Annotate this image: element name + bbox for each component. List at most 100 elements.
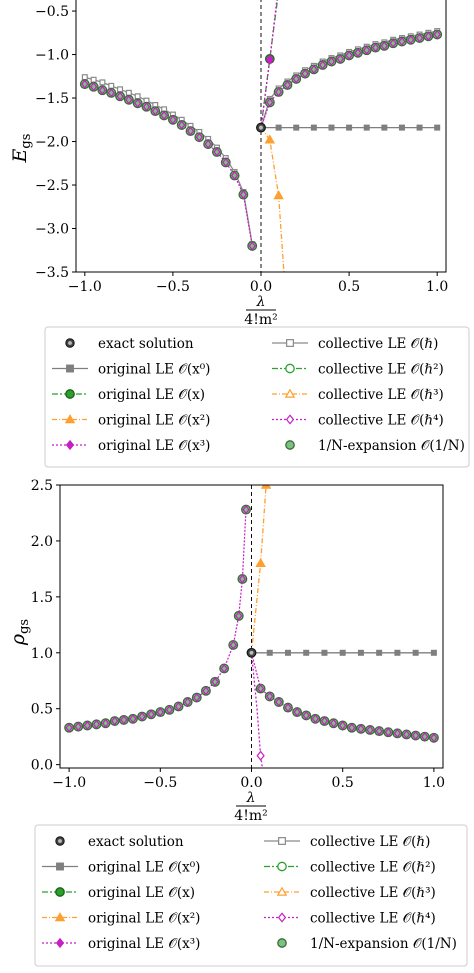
energy-ylabel-sub: gs [19, 134, 34, 149]
p1-coll4-pos-point-11 [354, 48, 362, 58]
p1-orig2-point-0 [264, 134, 276, 144]
legend-bottom-orig3-label: original LE 𝒪(x³) [88, 936, 200, 952]
p1-orig0-point-7 [398, 124, 405, 131]
p2-coll4-neg-point-19 [235, 611, 243, 621]
p2-orig0-point-0 [266, 649, 273, 656]
p2-orig0-point-9 [430, 649, 437, 656]
legend-top-orig3-marker [65, 439, 75, 451]
p2-coll4-neg-point-3 [92, 719, 101, 729]
p1-coll1-neg-point-6 [134, 93, 141, 100]
p2-coll4-neg-point-6 [120, 715, 128, 725]
p1-coll4-neg-point-7 [142, 102, 151, 112]
p1-ytick-label-5: −1.0 [35, 48, 69, 64]
legend-bottom-orig0-label: original LE 𝒪(x⁰) [88, 860, 200, 876]
p2-xtick-label-3: 0.5 [332, 775, 354, 791]
p1-coll4-neg-point-17 [230, 170, 239, 181]
p1-coll4-neg-point-1 [89, 82, 98, 92]
p1-coll4-neg-point-2 [98, 85, 107, 95]
p1-coll4-neg-point-14 [204, 139, 212, 149]
p1-coll4-pos-point-17 [407, 35, 415, 45]
p1-coll4-pos-point-12 [363, 45, 371, 55]
p2-coll4-point-0 [256, 750, 265, 761]
density-xlabel-denominator: 4!m² [234, 808, 267, 824]
p2-coll4-pos-point-2 [266, 691, 274, 701]
density-x-ticks: −1.0 −0.5 0.0 0.5 1.0 [52, 768, 445, 791]
p2-coll4-pos-point-11 [348, 723, 356, 733]
p1-coll4-pos-point-4 [292, 74, 300, 84]
legend-bottom-orig2-marker [54, 912, 66, 922]
p1-orig2-point-1 [273, 190, 284, 200]
p2-coll4-pos-point-9 [329, 718, 338, 728]
legend-bottom-coll3-marker [276, 886, 288, 896]
p2-coll4-neg-point-21 [242, 505, 250, 515]
p2-coll4-pos-point-5 [293, 707, 301, 717]
p2-coll4-pos-point-1 [256, 684, 265, 694]
p1-orig0-point-1 [293, 124, 300, 131]
p2-coll4-neg-point-15 [202, 686, 210, 696]
legend-bottom-coll1-label: collective LE 𝒪(ℏ) [310, 834, 430, 850]
legend-bottom-coll2-marker [277, 861, 287, 872]
p2-orig0-point-8 [412, 649, 419, 656]
p2-ytick-label-4: 2.0 [31, 534, 53, 550]
p1-coll4-pos-point-18 [415, 33, 424, 43]
p1-coll4-neg-point-0 [81, 79, 89, 89]
legend-bottom-coll4-label: collective LE 𝒪(ℏ⁴) [310, 911, 436, 927]
p2-coll4-neg-point-20 [238, 574, 247, 584]
energy-xlabel-denominator: 4!m² [244, 312, 277, 328]
legend-bottom-exact-label: exact solution [88, 834, 184, 850]
p2-coll4-neg-point-2 [83, 720, 92, 731]
p1-coll4-pos-point-19 [424, 31, 433, 41]
p1-orig0-point-4 [346, 124, 353, 131]
p2-coll4-pos-point-7 [311, 714, 319, 724]
p2-exact-point-0-core [249, 650, 254, 655]
p2-coll4-pos-point-4 [284, 703, 292, 713]
legend-top-coll3-marker [284, 388, 296, 398]
legend-bottom-exact-marker [55, 836, 65, 846]
p1-ytick-label-4: −1.5 [35, 91, 69, 107]
legend-top-coll1-marker [286, 339, 294, 347]
p1-coll4-neg-point-12 [186, 126, 195, 136]
legend-top-orig1-label: original LE 𝒪(x) [98, 387, 205, 403]
p1-orig2-line [260, 127, 285, 272]
p1-coll4-neg-point-9 [160, 110, 168, 120]
p1-coll4-neg-point-11 [178, 120, 186, 130]
p1-orig3-point-0 [265, 54, 274, 65]
p1-coll4-pos-point-14 [380, 41, 388, 51]
p1-xtick-label-4: 1.0 [426, 279, 448, 295]
p1-ytick-label-0: −3.5 [35, 265, 69, 281]
p1-coll4-neg-point-8 [151, 106, 159, 116]
p1-ytick-label-1: −3.0 [35, 222, 69, 238]
energy-x-ticks: −1.0 −0.5 0.0 0.5 1.0 [68, 272, 448, 295]
p2-orig0-point-7 [394, 649, 401, 656]
legend-top-orig1-marker [65, 389, 75, 399]
p1-coll4-pos-point-2 [274, 87, 283, 97]
legend-top-orig2-marker [64, 414, 76, 424]
p1-coll4-neg-point-13 [195, 132, 203, 142]
p2-xtick-label-4: 1.0 [423, 775, 445, 791]
legend-top-orig3-label: original LE 𝒪(x³) [98, 438, 210, 454]
legend-top-orig0-marker [66, 364, 74, 373]
p1-coll4-pos-point-16 [398, 36, 406, 47]
p1-coll4-pos-point-13 [371, 43, 380, 53]
p1-coll4-pos-point-15 [389, 38, 397, 48]
p2-coll4-pos-point-13 [366, 725, 374, 735]
p1-coll4-neg-point-3 [107, 88, 115, 98]
legend-bottom-oneN-label: 1/N-expansion 𝒪(1/N) [310, 936, 457, 952]
p2-xtick-label-1: −0.5 [143, 775, 177, 791]
energy-ylabel-main: E [9, 148, 31, 163]
legend-bottom-orig1-marker [55, 887, 65, 897]
legend-bottom-oneN-marker [277, 938, 287, 948]
p1-orig0-point-8 [416, 124, 423, 131]
legend-top-coll1-label: collective LE 𝒪(ℏ) [318, 336, 438, 352]
p2-orig0-point-3 [321, 649, 328, 656]
density-ylabel-sub: gs [17, 619, 32, 634]
legend-bottom-orig0-marker [56, 862, 64, 871]
legend-top-exact-marker-core [68, 341, 72, 345]
p2-orig0-point-6 [376, 649, 383, 656]
p2-ytick-label-0: 0.0 [31, 758, 53, 774]
legend-bottom-coll2-label: collective LE 𝒪(ℏ²) [310, 860, 436, 876]
p2-xtick-label-2: 0.0 [240, 775, 262, 791]
density-xlabel-numerator: λ [246, 790, 256, 806]
p2-ytick-label-2: 1.0 [31, 646, 53, 662]
